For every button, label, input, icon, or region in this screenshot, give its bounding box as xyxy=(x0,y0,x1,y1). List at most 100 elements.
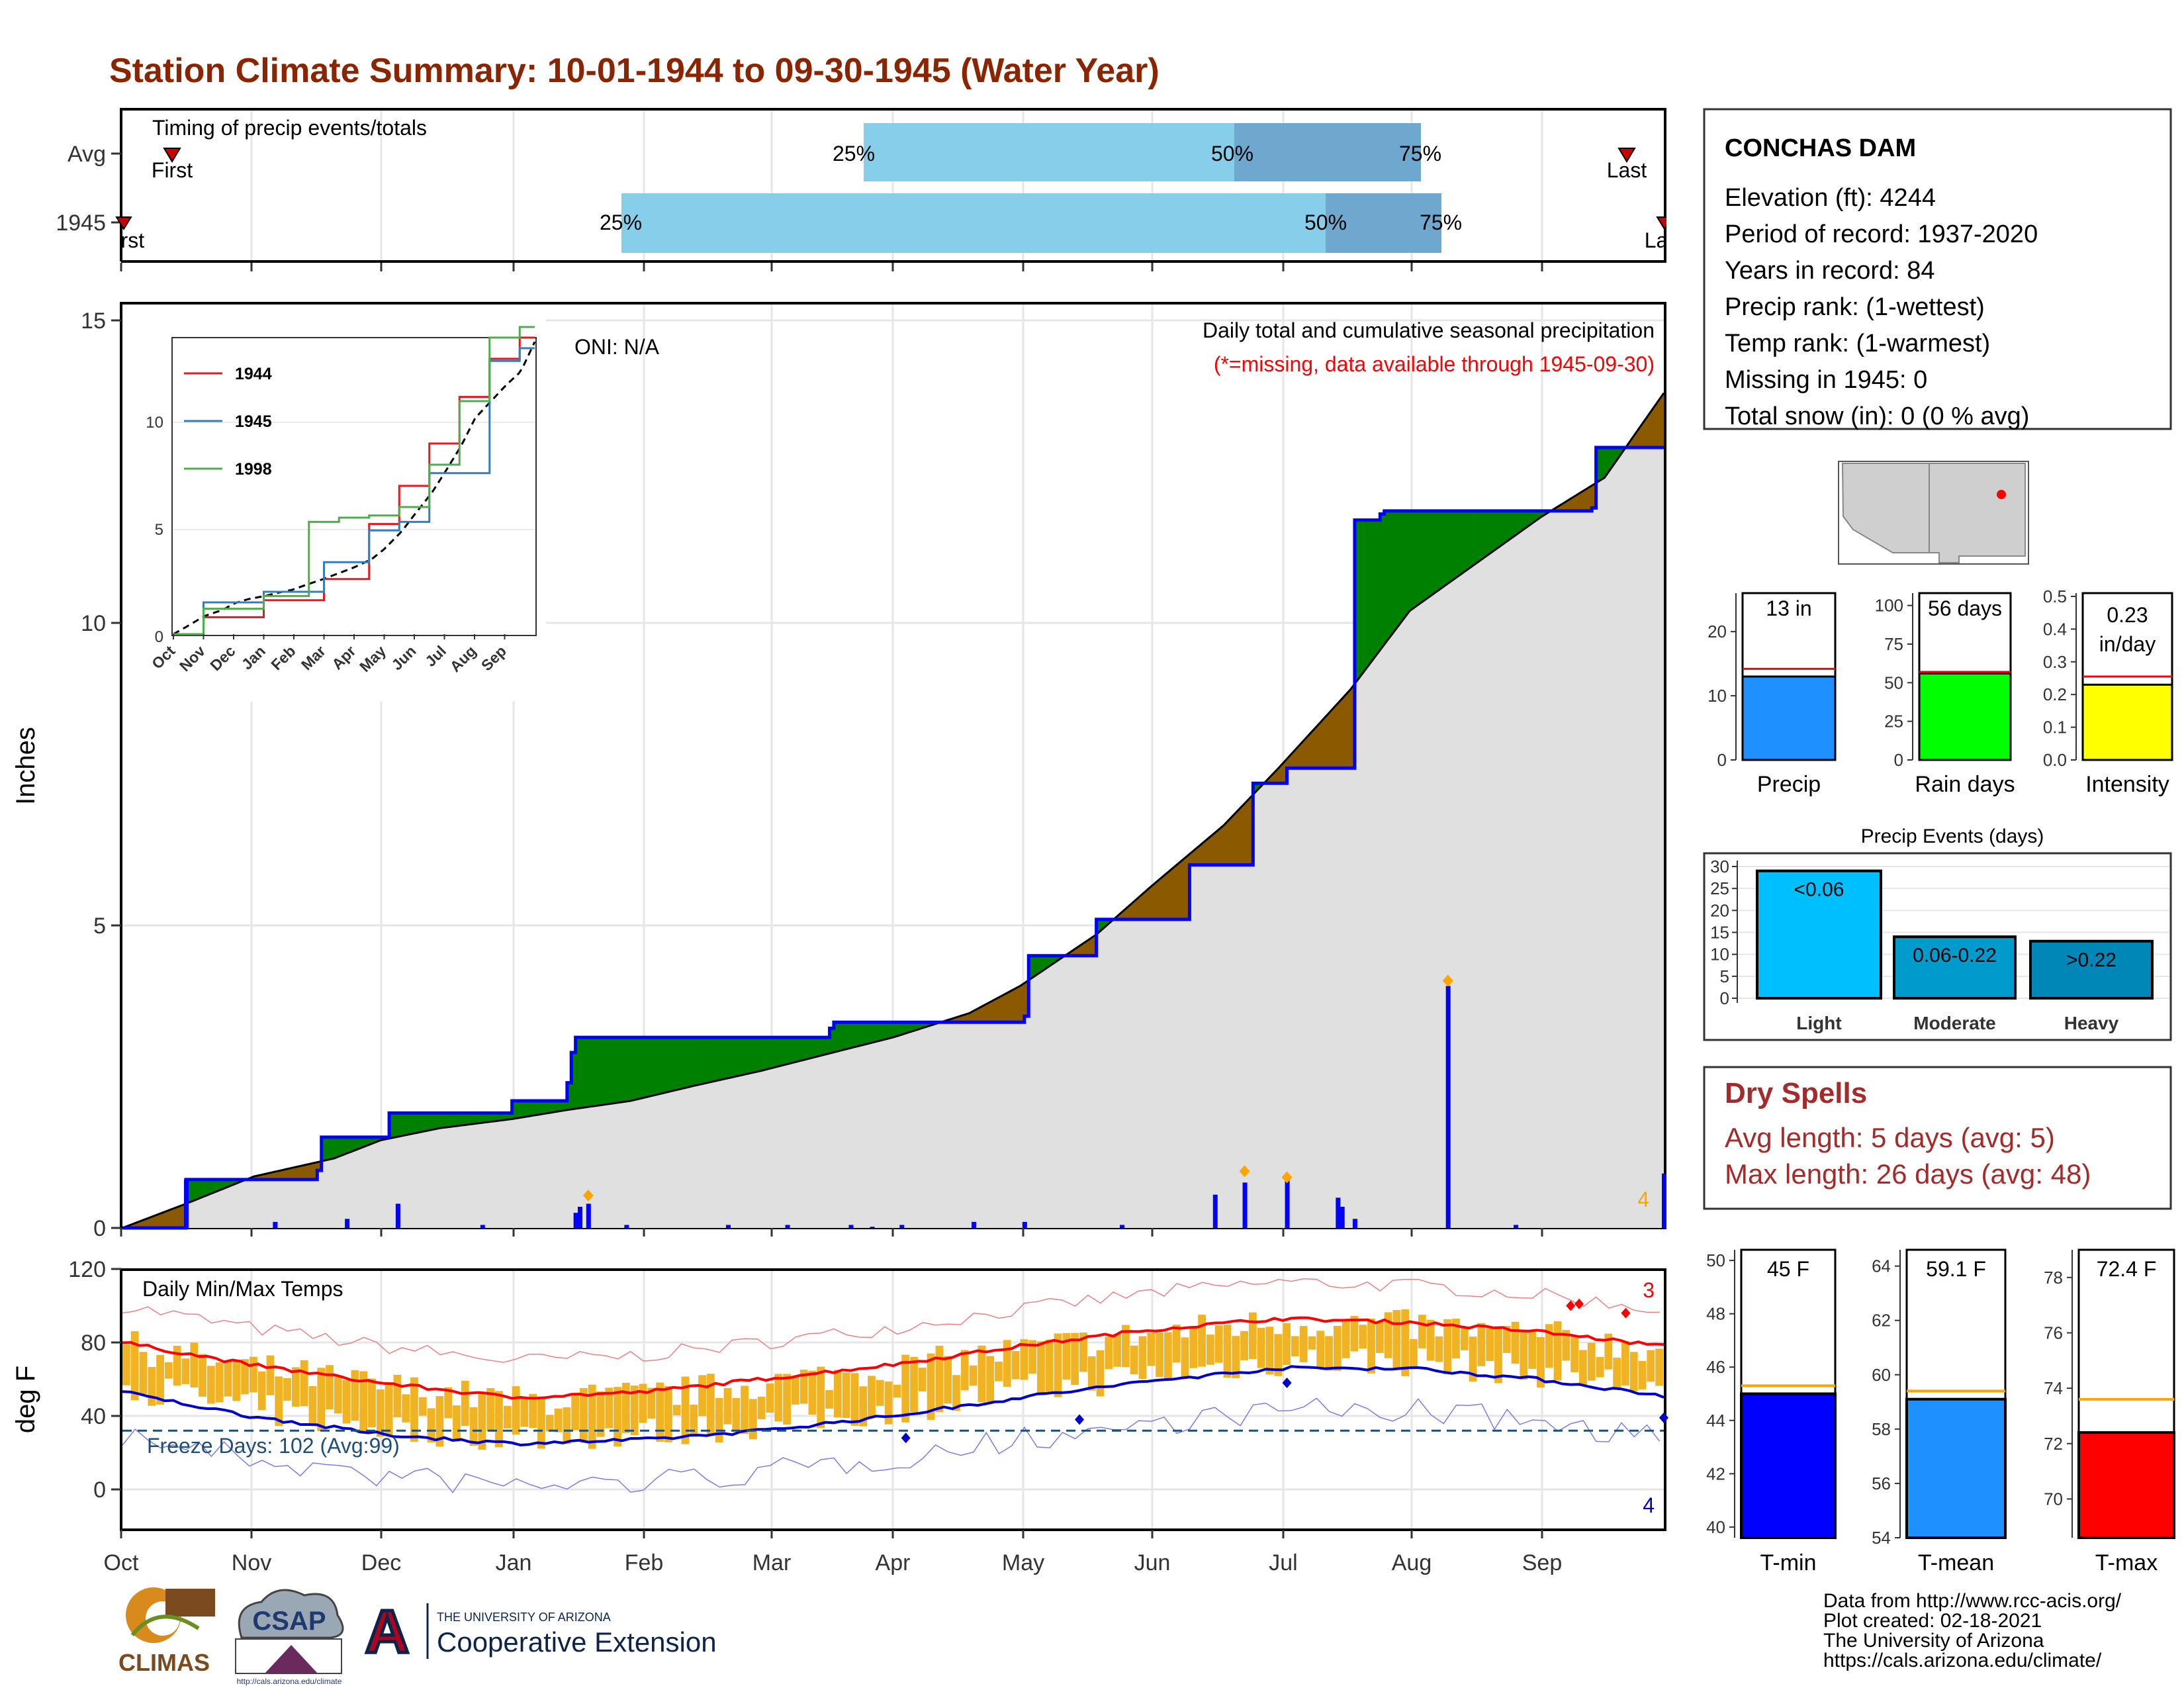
daily-temp-bar xyxy=(1181,1337,1189,1379)
daily-temp-bar xyxy=(630,1385,639,1436)
daily-temp-bar xyxy=(995,1361,1003,1382)
cumulative-diff-segment xyxy=(647,1037,653,1098)
daily-temp-bar xyxy=(1494,1326,1502,1383)
daily-temp-bar xyxy=(647,1387,656,1419)
cumulative-diff-segment xyxy=(1506,510,1512,542)
daily-temp-bar xyxy=(1325,1336,1333,1371)
daily-precip-bar xyxy=(1120,1225,1125,1228)
cumulative-diff-segment xyxy=(198,1179,203,1199)
daily-temp-bar xyxy=(334,1376,342,1414)
inset-frame xyxy=(171,337,537,636)
daily-temp-bar xyxy=(453,1405,461,1442)
cumulative-diff-segment xyxy=(520,1100,525,1118)
events-bar-heavy xyxy=(2029,939,2154,1000)
cumulative-diff-segment xyxy=(1163,871,1169,920)
legend-1945: 1945 xyxy=(235,412,272,431)
daily-temp-bar xyxy=(368,1378,376,1428)
cumulative-diff-segment xyxy=(1464,510,1469,572)
precip-ytick-5: 5 xyxy=(93,914,106,939)
daily-temp-bar xyxy=(1375,1321,1384,1353)
daily-temp-bar xyxy=(1206,1335,1214,1365)
mini-bar-value xyxy=(2081,683,2173,761)
daily-temp-bar xyxy=(681,1376,690,1444)
cumulative-diff-segment xyxy=(1600,447,1605,481)
cumulative-diff-segment xyxy=(1481,510,1486,560)
inset-ytick-10: 10 xyxy=(146,414,163,432)
daily-temp-bar xyxy=(249,1356,257,1393)
daily-temp-bar xyxy=(596,1391,605,1437)
daily-temp-bar xyxy=(978,1345,986,1403)
cumulative-diff-segment xyxy=(1176,861,1181,920)
daily-temp-bar xyxy=(1189,1326,1198,1368)
cumulative-diff-segment xyxy=(651,1037,657,1096)
mini-ytick: 0.5 xyxy=(2043,586,2067,606)
daily-temp-bar xyxy=(1629,1352,1638,1391)
cumulative-diff-segment xyxy=(1371,520,1377,663)
daily-temp-bar xyxy=(1291,1336,1299,1357)
station-name: CONCHAS DAM xyxy=(1725,134,1916,162)
daily-temp-bar xyxy=(342,1380,351,1424)
cumulative-diff-segment xyxy=(1401,510,1406,623)
cumulative-diff-segment xyxy=(702,1037,707,1084)
cumulative-diff-segment xyxy=(812,1037,817,1058)
daily-temp-bar xyxy=(283,1378,291,1401)
cumulative-diff-segment xyxy=(846,1021,851,1050)
cumulative-diff-segment xyxy=(1155,878,1160,920)
daily-precip-bar xyxy=(725,1225,731,1228)
mini-bar-xlabel: Precip xyxy=(1757,772,1821,797)
daily-temp-bar xyxy=(173,1346,181,1386)
station-temp-rank: Temp rank: (1-warmest) xyxy=(1725,330,1990,357)
cumulative-diff-segment xyxy=(443,1113,449,1128)
daily-temp-bar xyxy=(1596,1356,1604,1378)
extreme-precip-marker-icon xyxy=(582,1189,594,1201)
avg-last-label: Last xyxy=(1607,158,1647,182)
timing-bottom-ticks xyxy=(120,263,1543,271)
temp-bar-ytick: 76 xyxy=(2044,1323,2063,1342)
events-bar-label: 0.06-0.22 xyxy=(1913,945,1997,966)
footer-line-2: Plot created: 02-18-2021 xyxy=(1823,1610,2042,1632)
normal-cumulative-line xyxy=(122,392,1665,1229)
temp-ytick-0: 0 xyxy=(93,1477,106,1503)
temp-bar-ytick: 44 xyxy=(1706,1411,1725,1430)
mini-ytick: 20 xyxy=(1707,622,1727,641)
cumulative-diff-segment xyxy=(740,1037,745,1076)
events-bar-light xyxy=(1756,869,1882,1000)
daily-temp-bar xyxy=(1460,1327,1469,1350)
events-ytick: 30 xyxy=(1710,857,1729,876)
daily-temp-bar xyxy=(918,1368,927,1391)
daily-temp-bar xyxy=(944,1356,952,1404)
precip-missing-note: (*=missing, data available through 1945-… xyxy=(1214,352,1655,376)
year-quartile-25-50 xyxy=(621,193,1326,253)
daily-temp-bar xyxy=(1528,1330,1537,1369)
daily-temp-bar xyxy=(757,1397,766,1420)
daily-precip-bar xyxy=(972,1221,977,1228)
precip-y-ticks: 0 5 10 15 xyxy=(81,308,106,1241)
temp-bar-value xyxy=(2077,1431,2175,1539)
daily-temp-bar xyxy=(1020,1339,1028,1380)
cumulative-diff-segment xyxy=(410,1113,415,1135)
daily-temp-bar xyxy=(1299,1326,1308,1362)
daily-temp-bar xyxy=(512,1386,520,1435)
precip-chart-layer xyxy=(122,392,1666,1230)
daily-precip-bar xyxy=(899,1225,905,1228)
cumulative-diff-segment xyxy=(524,1100,529,1117)
daily-temp-bar xyxy=(122,1344,130,1385)
daily-temp-bar xyxy=(706,1374,715,1435)
daily-temp-bar xyxy=(817,1366,825,1429)
cumulative-diff-segment xyxy=(1181,857,1186,920)
daily-temp-bar xyxy=(1342,1320,1350,1358)
daily-temp-bar xyxy=(1426,1319,1435,1361)
daily-temp-bar xyxy=(715,1397,723,1443)
daily-temp-bar xyxy=(1316,1331,1325,1368)
cumulative-diff-segment xyxy=(626,1037,631,1102)
cumulative-diff-segment xyxy=(854,1021,860,1047)
temp-bar-ytick: 40 xyxy=(1706,1517,1725,1537)
daily-temp-bar xyxy=(308,1386,317,1426)
cumulative-diff-segment xyxy=(808,1037,813,1059)
daily-temp-bar xyxy=(1392,1309,1401,1368)
daily-temp-bar xyxy=(1587,1342,1596,1381)
cumulative-diff-segment xyxy=(1409,510,1414,612)
cumulative-diff-segment xyxy=(1312,726,1317,769)
